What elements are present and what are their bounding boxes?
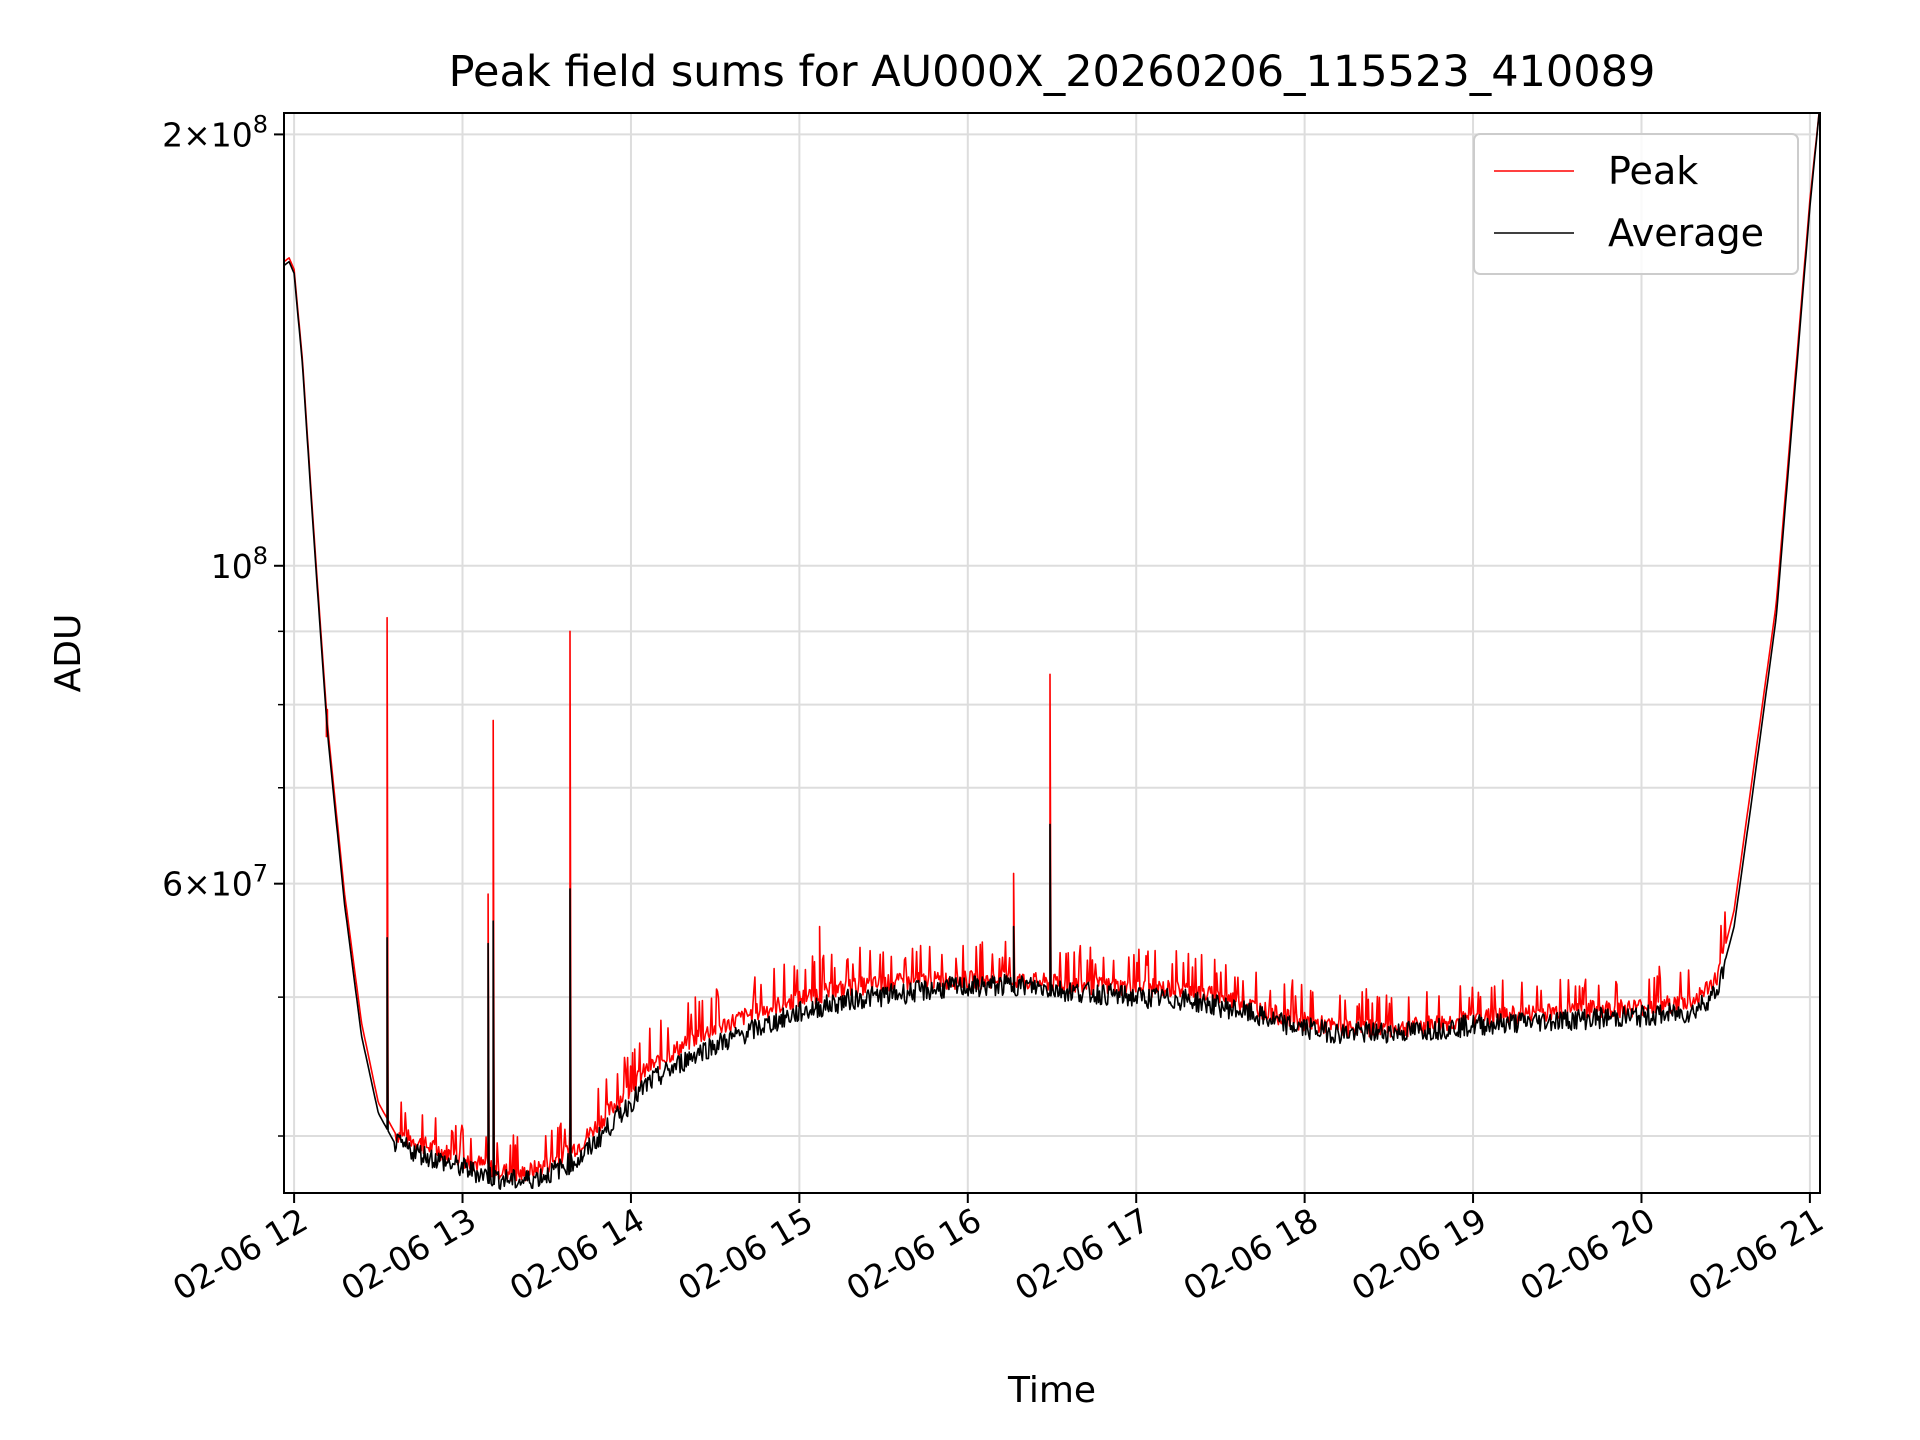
series-line-peak: [284, 113, 1820, 1182]
y-tick-label: 6×107: [162, 860, 268, 904]
legend: Peak Average: [1473, 133, 1799, 275]
x-axis-label: Time: [1007, 1370, 1096, 1411]
y-axis: 6×107 108 2×108: [162, 110, 284, 1137]
y-tick-label: 2×108: [162, 110, 268, 154]
legend-label-peak: Peak: [1608, 149, 1698, 193]
legend-label-average: Average: [1608, 211, 1764, 255]
grid: [284, 113, 1820, 1193]
series-layer: [284, 113, 1820, 1190]
y-tick-label: 108: [211, 542, 268, 586]
chart-title: Peak field sums for AU000X_20260206_1155…: [449, 47, 1656, 97]
legend-box: [1473, 133, 1799, 275]
y-axis-label: ADU: [48, 614, 89, 693]
plot-frame: [283, 112, 1821, 1194]
series-line-average: [284, 113, 1820, 1190]
